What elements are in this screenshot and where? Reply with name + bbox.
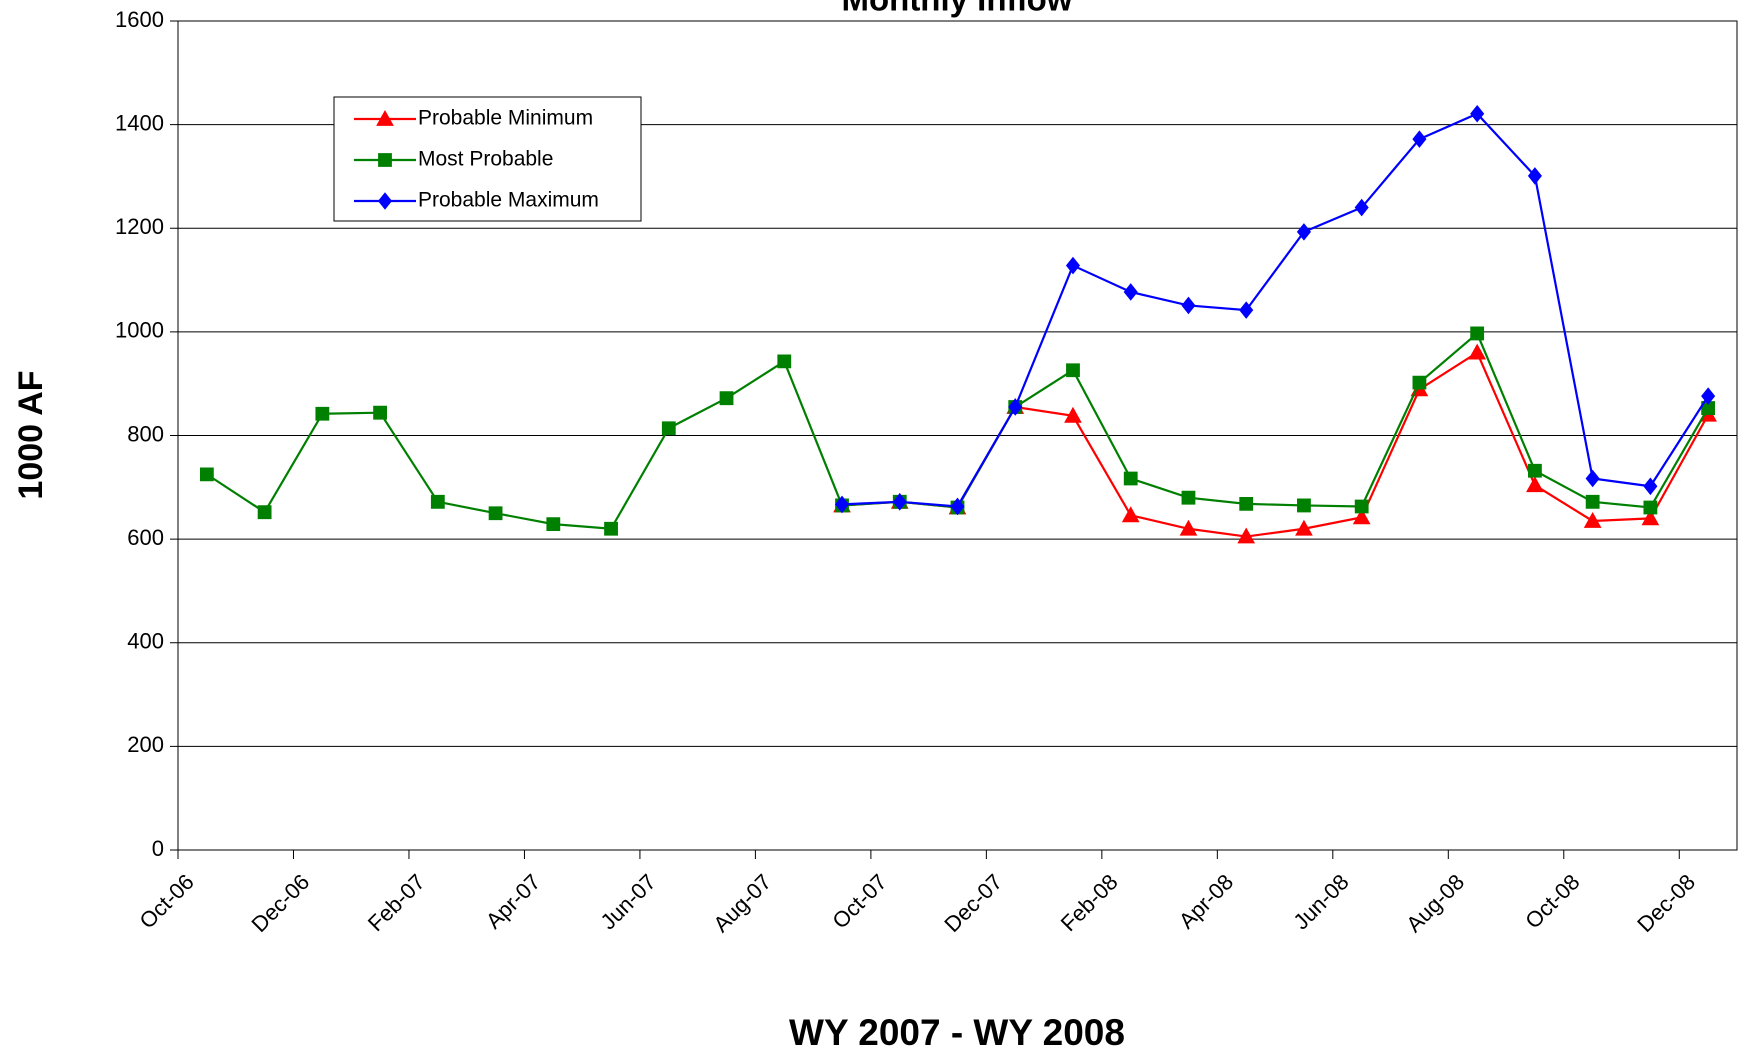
marker (1295, 519, 1313, 536)
x-tick-label: Jun-08 (1288, 869, 1353, 934)
marker (1296, 223, 1311, 241)
marker (1123, 471, 1138, 486)
marker (1468, 343, 1487, 360)
marker (1643, 500, 1658, 515)
y-tick-label: 1400 (115, 110, 164, 135)
marker (373, 405, 387, 420)
marker (1064, 406, 1082, 423)
x-tick-label: Apr-07 (481, 869, 545, 933)
marker (430, 494, 445, 509)
x-tick-label: Oct-08 (1520, 869, 1584, 933)
marker (1121, 506, 1140, 523)
marker (1585, 469, 1600, 488)
legend-label: Probable Maximum (418, 189, 599, 212)
x-tick-label: Jun-07 (596, 869, 661, 934)
marker (1701, 387, 1716, 405)
marker (1008, 398, 1023, 416)
marker (1354, 198, 1369, 217)
marker (1123, 283, 1138, 301)
marker (777, 354, 792, 369)
marker (376, 109, 394, 126)
marker (604, 521, 618, 536)
marker (1412, 130, 1427, 148)
marker (1237, 527, 1256, 544)
marker (1412, 375, 1427, 390)
series-line (841, 112, 1710, 508)
x-tick-label: Aug-08 (1401, 869, 1469, 937)
x-tick-label: Dec-07 (939, 869, 1007, 937)
marker (1354, 499, 1369, 514)
marker (1643, 477, 1658, 496)
marker (950, 497, 965, 516)
marker (1066, 363, 1080, 378)
y-tick-label: 1200 (115, 214, 164, 239)
y-tick-label: 400 (127, 629, 164, 654)
x-tick-label: Oct-07 (827, 869, 891, 933)
marker (378, 153, 392, 167)
marker (1583, 511, 1602, 528)
marker (377, 192, 393, 210)
x-tick-label: Oct-06 (134, 869, 198, 933)
legend-label: Probable Minimum (418, 107, 593, 130)
chart-title: Monthly Inflow (842, 0, 1073, 18)
marker (1239, 496, 1254, 511)
marker (1239, 301, 1254, 319)
marker (199, 467, 214, 482)
x-tick-label: Dec-06 (247, 869, 315, 937)
marker (488, 506, 503, 521)
y-tick-label: 200 (127, 732, 164, 757)
x-axis-label: WY 2007 - WY 2008 (789, 1012, 1125, 1053)
y-tick-label: 800 (127, 421, 164, 446)
marker (1470, 326, 1485, 341)
marker (1585, 494, 1600, 509)
marker (1470, 104, 1485, 123)
marker (1352, 508, 1371, 525)
legend-label: Most Probable (418, 148, 553, 171)
x-tick-label: Dec-08 (1632, 869, 1700, 937)
marker (1641, 509, 1660, 526)
marker (1528, 463, 1542, 478)
marker (1526, 476, 1544, 493)
y-axis-label: 1000 AF (12, 370, 50, 499)
y-tick-label: 1000 (115, 318, 164, 343)
marker (1179, 519, 1198, 536)
marker (1181, 296, 1196, 315)
marker (1065, 256, 1081, 275)
y-tick-label: 600 (127, 525, 164, 550)
marker (546, 517, 561, 531)
plot-frame (177, 20, 1738, 851)
x-tick-label: Feb-07 (363, 869, 430, 936)
marker (892, 493, 907, 511)
marker (315, 406, 330, 421)
marker (661, 421, 676, 436)
marker (1297, 498, 1311, 513)
x-tick-label: Feb-08 (1056, 869, 1123, 936)
marker (1527, 167, 1542, 185)
y-tick-label: 0 (152, 836, 164, 861)
marker (1181, 490, 1196, 505)
series-line (841, 350, 1710, 538)
marker (719, 391, 734, 406)
marker (834, 495, 850, 514)
x-tick-label: Apr-08 (1174, 869, 1238, 933)
x-tick-label: Aug-07 (708, 869, 776, 937)
y-tick-label: 1600 (115, 7, 164, 32)
marker (257, 505, 272, 520)
